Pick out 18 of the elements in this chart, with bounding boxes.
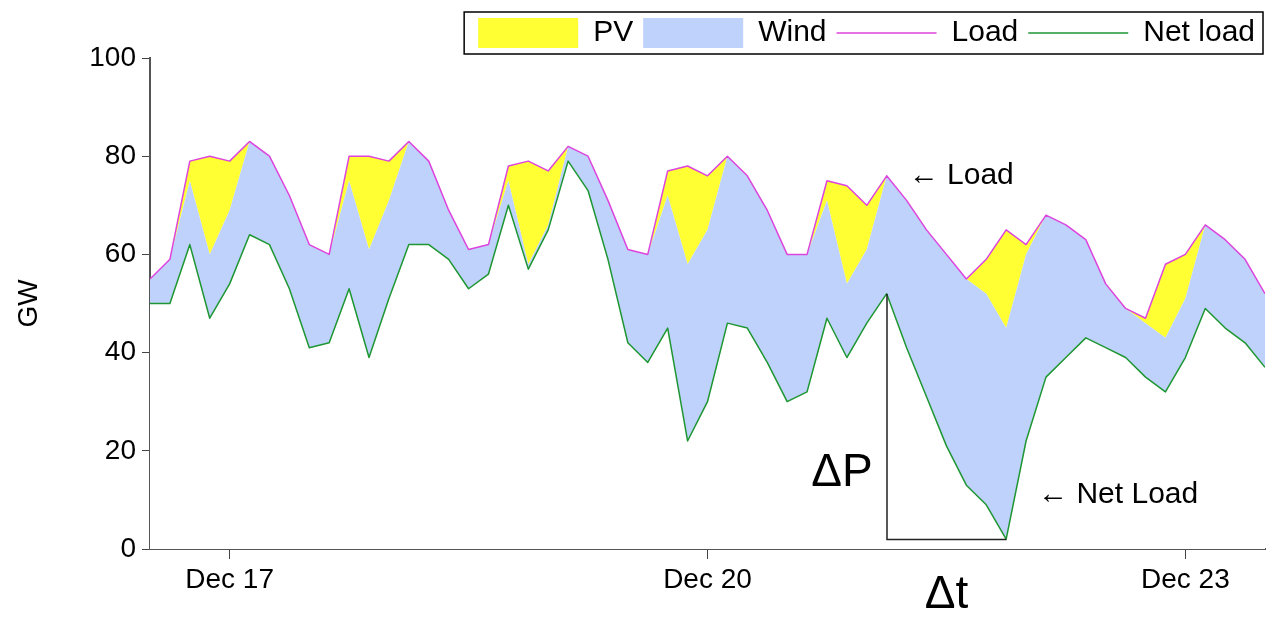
legend-label: Wind [758,14,827,48]
legend-label: Load [951,14,1019,48]
x-tick-label: Dec 17 [185,562,274,594]
annotation: ← Load [908,157,1014,191]
y-axis-title: GW [11,278,43,328]
x-tick-label: Dec 20 [663,562,752,594]
y-tick-label: 20 [104,433,136,465]
annotation: Δt [924,565,969,618]
y-tick-label: 100 [89,40,136,72]
legend-label: PV [593,14,634,48]
legend-label: Net load [1143,14,1256,48]
annotation: ΔP [811,443,873,496]
x-tick-label: Dec 23 [1141,562,1230,594]
annotation: ← Net Load [1038,476,1199,510]
y-tick-label: 40 [104,335,136,367]
y-tick-label: 80 [104,138,136,170]
y-tick-label: 0 [120,531,136,563]
y-tick-label: 60 [104,237,136,269]
